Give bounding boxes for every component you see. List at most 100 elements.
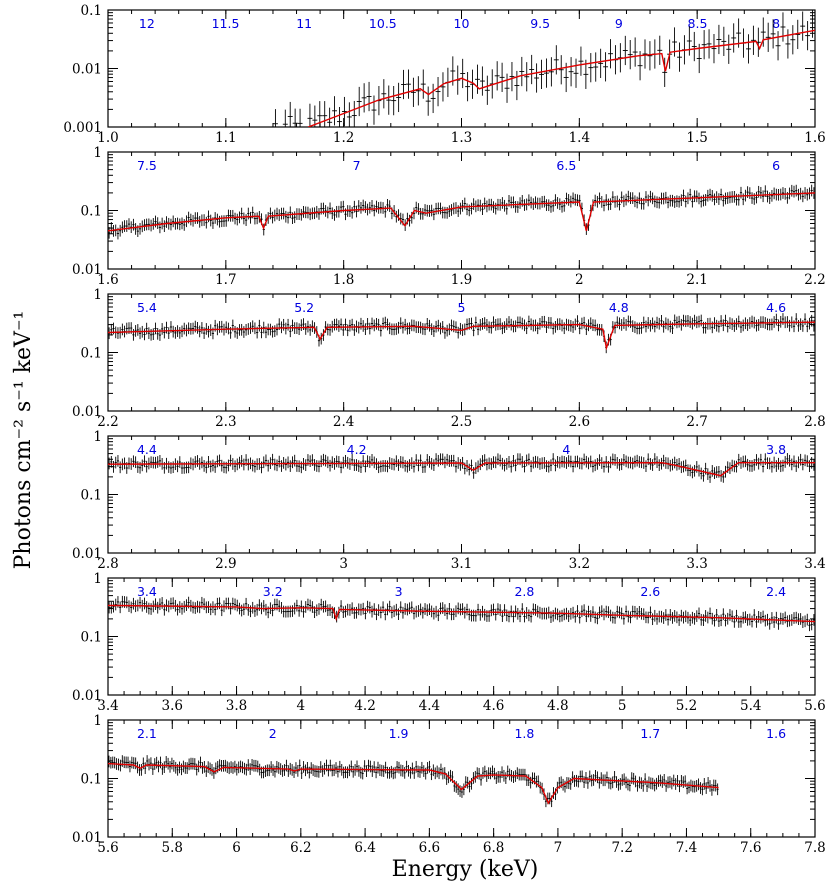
x-tick-label: 3.4 <box>804 556 825 572</box>
x-tick-label: 7.2 <box>611 840 632 856</box>
x-tick-label: 3.3 <box>686 556 707 572</box>
model-curve <box>108 321 815 351</box>
wavelength-label: 1.6 <box>766 726 786 741</box>
y-tick-label: 0.1 <box>81 204 102 220</box>
x-tick-label: 3.4 <box>97 698 118 714</box>
panel-frame <box>107 577 816 696</box>
y-tick-label: 1 <box>93 713 102 729</box>
x-tick-label: 5.6 <box>97 840 118 856</box>
x-tick-label: 1.0 <box>97 130 118 146</box>
y-tick-label: 0.01 <box>72 688 102 704</box>
panel-frame <box>107 151 816 270</box>
model-curve <box>108 762 719 805</box>
panel-1: 1.0 1.1 1.2 1.3 1.4 1.5 1.6 0.001 0.01 0.1 12 11.5 1… <box>63 3 825 146</box>
x-tick-label: 2.2 <box>97 414 118 430</box>
x-tick-label: 1.9 <box>451 272 472 288</box>
wavelength-label: 6.5 <box>556 158 576 173</box>
panel-4: 2.8 2.9 3 3.1 3.2 3.3 3.4 0.01 0.1 1 4.4 4.2 4 3.8 <box>72 429 826 572</box>
x-tick-label: 2.9 <box>215 556 236 572</box>
x-tick-label: 5.2 <box>676 698 697 714</box>
x-tick-label: 2.3 <box>215 414 236 430</box>
wavelength-label: 10 <box>454 16 470 31</box>
wavelength-label: 3.2 <box>263 584 283 599</box>
x-tick-label: 1.8 <box>333 272 354 288</box>
x-tick-label: 4.6 <box>483 698 504 714</box>
wavelength-label: 1.8 <box>514 726 534 741</box>
wavelength-label: 11 <box>296 16 312 31</box>
model-curve <box>108 604 815 623</box>
x-tick-label: 1.5 <box>686 130 707 146</box>
x-tick-label: 6.4 <box>354 840 375 856</box>
wavelength-label: 1.7 <box>640 726 660 741</box>
x-tick-label: 1.1 <box>215 130 236 146</box>
x-tick-label: 3.8 <box>226 698 247 714</box>
y-tick-label: 0.01 <box>72 830 102 846</box>
x-tick-label: 2.8 <box>97 556 118 572</box>
x-tick-label: 7 <box>554 840 563 856</box>
model-curve <box>308 29 815 127</box>
y-tick-label: 0.01 <box>72 262 102 278</box>
y-tick-label: 0.01 <box>72 546 102 562</box>
x-tick-label: 5.8 <box>162 840 183 856</box>
panel-2: 1.6 1.7 1.8 1.9 2 2.1 2.2 0.01 0.1 1 7.5 7 6.5 6 <box>72 145 826 288</box>
x-tick-label: 2.2 <box>804 272 825 288</box>
wavelength-label: 8.5 <box>688 16 708 31</box>
x-axis-title: Energy (keV) <box>392 857 539 882</box>
wavelength-label: 6 <box>772 158 780 173</box>
y-tick-label: 1 <box>93 571 102 587</box>
x-tick-label: 2.6 <box>569 414 590 430</box>
y-tick-label: 0.01 <box>72 62 102 78</box>
wavelength-label: 2 <box>269 726 277 741</box>
x-tick-label: 1.3 <box>451 130 472 146</box>
y-tick-label: 1 <box>93 287 102 303</box>
data-points <box>108 453 815 483</box>
x-tick-label: 1.2 <box>333 130 354 146</box>
y-tick-label: 0.1 <box>81 772 102 788</box>
panel-3: 2.2 2.3 2.4 2.5 2.6 2.7 2.8 0.01 0.1 1 5.4 5.2 5 4.8 4… <box>72 287 826 430</box>
x-tick-label: 1.6 <box>97 272 118 288</box>
data-points <box>108 184 815 240</box>
wavelength-label: 8 <box>772 16 780 31</box>
y-tick-label: 1 <box>93 145 102 161</box>
x-tick-label: 4 <box>297 698 306 714</box>
data-points <box>272 10 815 127</box>
y-tick-label: 1 <box>93 429 102 445</box>
x-tick-label: 5 <box>618 698 627 714</box>
wavelength-label: 5.4 <box>137 300 157 315</box>
x-tick-label: 1.7 <box>215 272 236 288</box>
wavelength-label: 2.6 <box>640 584 660 599</box>
wavelength-label: 5.2 <box>294 300 314 315</box>
data-points <box>108 313 815 354</box>
x-tick-label: 3.6 <box>162 698 183 714</box>
model-curve <box>108 461 815 477</box>
y-tick-label: 0.1 <box>81 3 102 19</box>
wavelength-label: 2.1 <box>137 726 157 741</box>
y-tick-label: 0.01 <box>72 404 102 420</box>
wavelength-label: 1.9 <box>389 726 409 741</box>
y-axis-title: Photons cm⁻² s⁻¹ keV⁻¹ <box>11 311 36 570</box>
wavelength-label: 10.5 <box>369 16 397 31</box>
wavelength-label: 4.4 <box>137 442 157 457</box>
y-tick-label: 0.001 <box>63 120 102 136</box>
x-tick-label: 6.8 <box>483 840 504 856</box>
y-tick-label: 0.1 <box>81 346 102 362</box>
wavelength-label: 3 <box>395 584 403 599</box>
y-tick-label: 0.1 <box>81 488 102 504</box>
data-points <box>108 595 815 632</box>
x-tick-label: 6.6 <box>419 840 440 856</box>
x-tick-label: 2.4 <box>333 414 354 430</box>
wavelength-label: 4.6 <box>766 300 786 315</box>
wavelength-label: 9.5 <box>530 16 550 31</box>
x-tick-label: 2.1 <box>686 272 707 288</box>
wavelength-label: 11.5 <box>212 16 240 31</box>
x-tick-label: 7.4 <box>676 840 697 856</box>
wavelength-label: 4.2 <box>347 442 367 457</box>
x-tick-label: 4.4 <box>419 698 440 714</box>
wavelength-label: 4.8 <box>609 300 629 315</box>
x-tick-label: 4.8 <box>547 698 568 714</box>
panel-6: 5.6 5.8 6 6.2 6.4 6.6 6.8 7 7.2 7.4 7.6 7.8 0.01 0.1 1… <box>72 713 826 856</box>
x-tick-label: 3.1 <box>451 556 472 572</box>
wavelength-label: 2.4 <box>766 584 786 599</box>
